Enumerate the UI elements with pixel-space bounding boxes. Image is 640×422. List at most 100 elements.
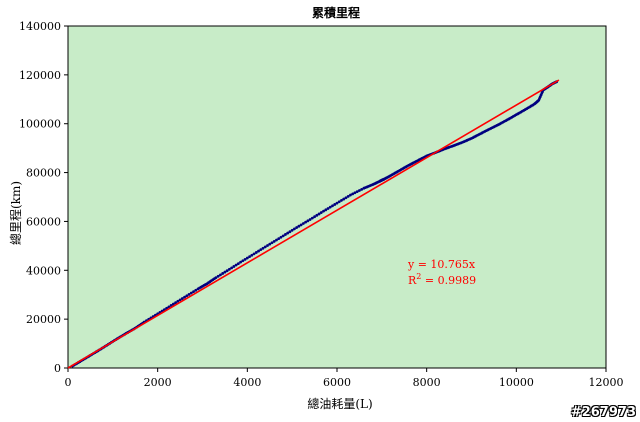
data-point [250, 253, 254, 257]
data-point [281, 234, 285, 238]
data-point [263, 245, 267, 249]
data-point [169, 304, 173, 307]
data-point [315, 213, 319, 217]
data-point [268, 242, 272, 246]
data-point [344, 196, 348, 200]
data-point [230, 266, 234, 270]
data-point [189, 291, 193, 295]
data-point [261, 246, 265, 250]
x-tick-label: 0 [65, 376, 72, 389]
r2-suffix: = 0.9989 [421, 274, 476, 287]
y-tick-label: 40000 [26, 264, 61, 277]
data-point [178, 298, 182, 302]
data-point [301, 222, 305, 225]
data-point [346, 194, 350, 198]
data-point [355, 190, 359, 194]
data-point [351, 192, 355, 196]
data-point [225, 269, 229, 273]
watermark: #267973 [570, 405, 636, 420]
data-point [254, 251, 258, 254]
data-point [299, 223, 303, 227]
data-point [295, 226, 299, 229]
data-point [239, 260, 243, 264]
data-point [313, 215, 316, 219]
data-point [293, 227, 296, 231]
y-tick-label: 80000 [26, 167, 61, 180]
data-point [353, 191, 357, 195]
data-point [234, 263, 238, 267]
chart-title: 累積里程 [312, 5, 360, 20]
data-point [219, 273, 222, 277]
data-point [286, 231, 290, 235]
r2-superscript: 2 [416, 272, 421, 281]
x-axis-ticks: 0 2000 4000 6000 8000 10000 12000 [65, 368, 624, 389]
data-point [187, 292, 191, 296]
x-tick-label: 10000 [499, 376, 534, 389]
data-point [214, 276, 218, 280]
r2-label: R2 = 0.9989 [408, 272, 476, 287]
data-point [266, 244, 269, 247]
data-point [252, 252, 256, 256]
plot-area [67, 25, 607, 369]
data-point [241, 259, 245, 263]
data-point [319, 211, 323, 214]
y-tick-label: 100000 [19, 118, 61, 131]
data-point [236, 262, 240, 266]
data-point [171, 302, 175, 306]
x-tick-label: 6000 [323, 376, 351, 389]
data-point [275, 238, 278, 242]
data-point [297, 224, 301, 228]
x-tick-label: 8000 [413, 376, 441, 389]
data-point [221, 272, 225, 275]
trendline [67, 79, 560, 369]
data-point [176, 299, 180, 303]
data-point [360, 187, 364, 191]
data-point [358, 189, 361, 192]
data-point [322, 209, 325, 213]
data-point [272, 239, 276, 243]
data-point [270, 241, 274, 245]
data-point [180, 297, 184, 300]
x-tick-label: 2000 [144, 376, 172, 389]
data-point [304, 220, 308, 224]
data-point [194, 288, 198, 292]
data-point [185, 294, 189, 298]
y-tick-label: 60000 [26, 215, 61, 228]
data-point [259, 248, 263, 252]
data-point [328, 205, 332, 209]
data-point [216, 274, 220, 278]
y-tick-label: 20000 [26, 313, 61, 326]
x-tick-label: 4000 [233, 376, 261, 389]
data-point [228, 267, 231, 271]
r2-prefix: R [408, 274, 417, 287]
x-tick-label: 12000 [589, 376, 624, 389]
data-point [277, 237, 281, 241]
data-point [243, 257, 247, 261]
equation-label: y = 10.765x [407, 258, 476, 271]
data-point [183, 295, 186, 299]
data-point [306, 219, 310, 223]
data-point [310, 216, 314, 220]
data-point [340, 199, 343, 202]
data-point [337, 200, 341, 204]
data-point [326, 207, 330, 210]
y-axis-ticks: 0 20000 40000 60000 80000 100000 120000 140000 [19, 20, 68, 375]
data-point [324, 208, 328, 212]
data-point [279, 235, 283, 239]
data-point [349, 193, 352, 197]
x-axis-label: 總油耗量(L) [307, 396, 372, 411]
data-point [284, 233, 287, 236]
data-point [257, 249, 260, 253]
data-point [223, 270, 227, 274]
data-point [308, 218, 312, 221]
y-tick-label: 0 [54, 362, 61, 375]
y-axis-label: 總里程(km) [8, 181, 23, 245]
data-point [335, 201, 339, 205]
data-point [317, 212, 321, 216]
data-point [290, 228, 294, 232]
y-tick-label: 120000 [19, 69, 61, 82]
data-point [288, 230, 292, 234]
y-tick-label: 140000 [19, 20, 61, 33]
data-point [245, 256, 249, 260]
